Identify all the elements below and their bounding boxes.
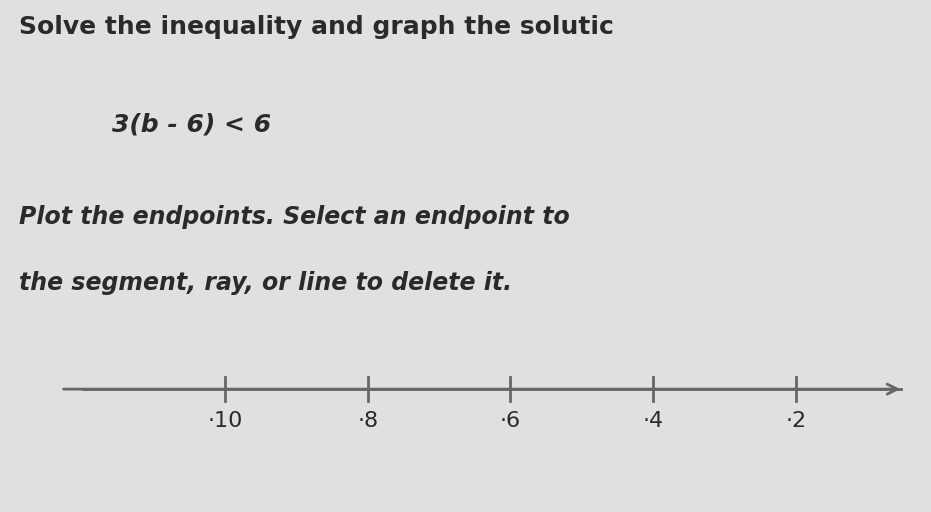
Text: ·8: ·8 [358,411,378,431]
Text: Plot the endpoints. Select an endpoint to: Plot the endpoints. Select an endpoint t… [19,205,570,229]
Text: Solve the inequality and graph the solutic: Solve the inequality and graph the solut… [19,15,614,39]
Text: ·4: ·4 [642,411,664,431]
Text: ·2: ·2 [786,411,806,431]
Text: the segment, ray, or line to delete it.: the segment, ray, or line to delete it. [19,271,512,295]
Text: ·6: ·6 [500,411,521,431]
Text: ·10: ·10 [208,411,243,431]
Text: 3(b - 6) < 6: 3(b - 6) < 6 [112,113,271,137]
